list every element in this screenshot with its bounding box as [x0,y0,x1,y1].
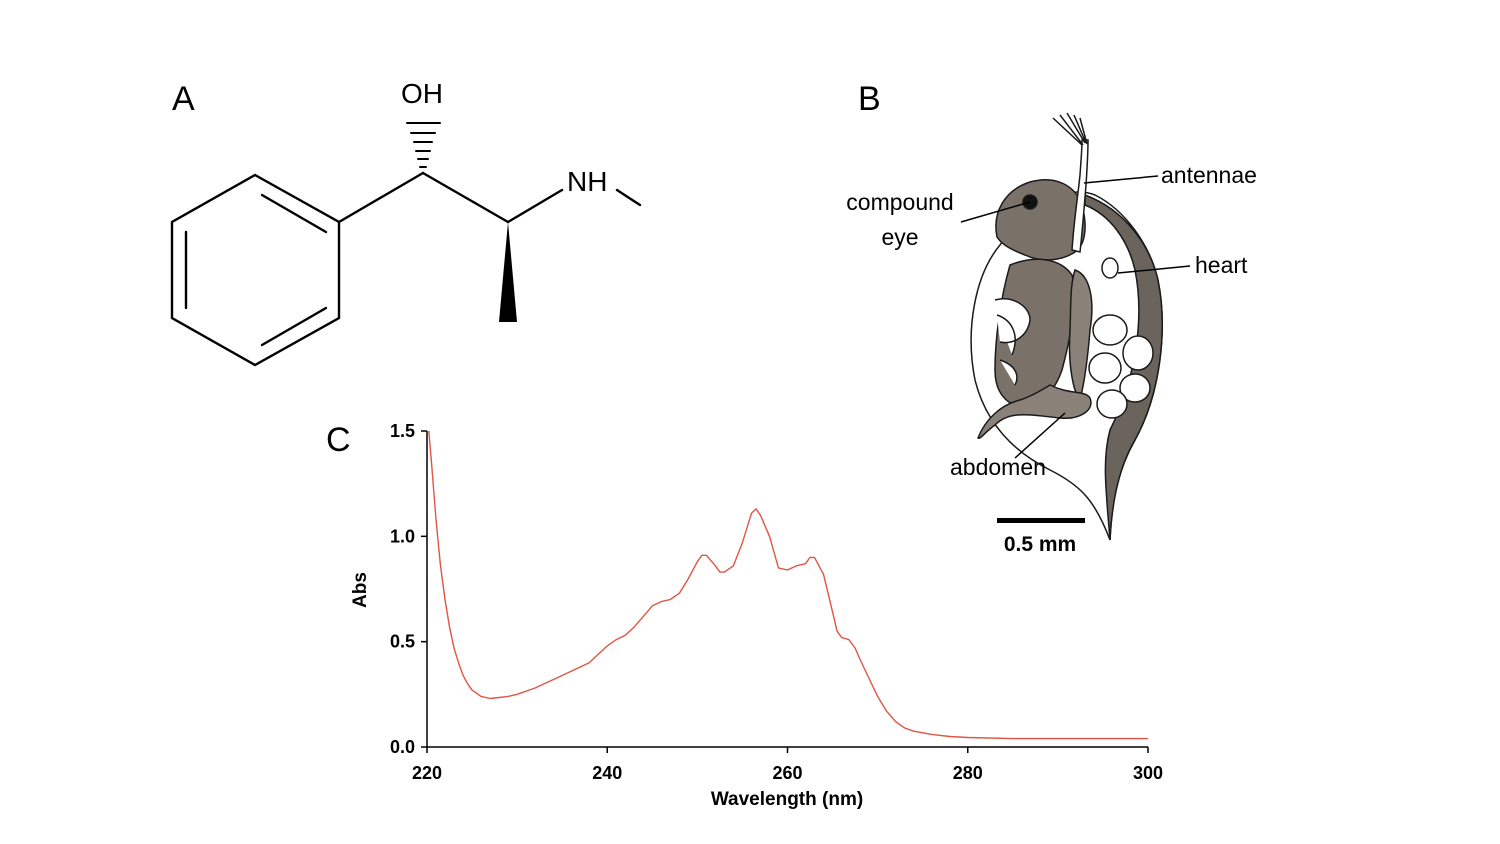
heart [1101,257,1119,279]
solid-wedge-bond [499,222,517,322]
x-axis-title: Wavelength (nm) [711,789,863,810]
egg [1122,335,1154,371]
callout-heart: heart [1195,252,1248,278]
panel-letter-a: A [172,80,195,118]
amine-label: NH [567,166,607,197]
y-tick-label: 1.0 [390,526,415,546]
y-axis-title: Abs [350,572,371,608]
benzene-ring [170,173,341,367]
x-tick-label: 260 [772,763,802,783]
antennae-stalk [1071,139,1089,253]
x-tick-label: 300 [1133,763,1163,783]
bond-c1-c2 [421,171,510,224]
scale-bar-label: 0.5 mm [1004,533,1076,556]
callout-compound: compound [846,189,953,215]
bond-n-methyl [615,188,642,207]
abdomen [977,384,1092,440]
callout-abdomen: abdomen [950,454,1046,480]
panel-letter-b: B [858,80,881,118]
absorbance-line [428,430,1148,740]
dorsal-band [1084,193,1163,541]
hydroxyl-label: OH [401,78,443,109]
callout-antennae: antennae [1161,162,1257,188]
hashed-wedge-bond [406,122,441,168]
y-tick-label: 0.5 [390,632,415,652]
panel-letter-c: C [326,421,351,459]
egg [1088,352,1122,384]
egg [1092,314,1128,346]
egg [1119,373,1151,403]
ephedrine-structure [170,122,642,367]
benzene-double-bond-1 [260,193,328,234]
x-tick-label: 220 [412,763,442,783]
x-tick-label: 240 [592,763,622,783]
y-axis-ticks: 0.0 0.5 1.0 1.5 [390,421,427,757]
x-axis-ticks: 220 240 260 280 300 [412,747,1163,783]
y-tick-label: 1.5 [390,421,415,441]
daphnia-illustration [970,112,1163,541]
y-tick-label: 0.0 [390,737,415,757]
callout-eye: eye [881,224,918,250]
abdomen-leader [1014,412,1066,459]
panel-b: B [846,80,1257,556]
bond-ring-c1 [337,171,425,224]
thoracic-legs [994,298,1031,386]
heart-leader [1117,265,1191,274]
callout-lines [960,175,1191,459]
panel-a: A OH NH [170,78,642,367]
antennae-setae [1052,112,1088,146]
x-tick-label: 280 [953,763,983,783]
antennae-leader [1083,175,1159,184]
egg [1096,389,1128,419]
head [995,179,1086,261]
bond-c2-n [506,188,564,224]
panel-c: C 220 240 260 280 300 0.0 0.5 1.0 1.5 Wavelengt… [326,421,1163,810]
benzene-double-bond-3 [260,306,328,347]
uv-spectrum-chart: 220 240 260 280 300 0.0 0.5 1.0 1.5 Wavelength … [350,421,1163,810]
eye-leader [960,201,1031,223]
series-group [428,430,1148,740]
scale-bar [997,518,1085,523]
